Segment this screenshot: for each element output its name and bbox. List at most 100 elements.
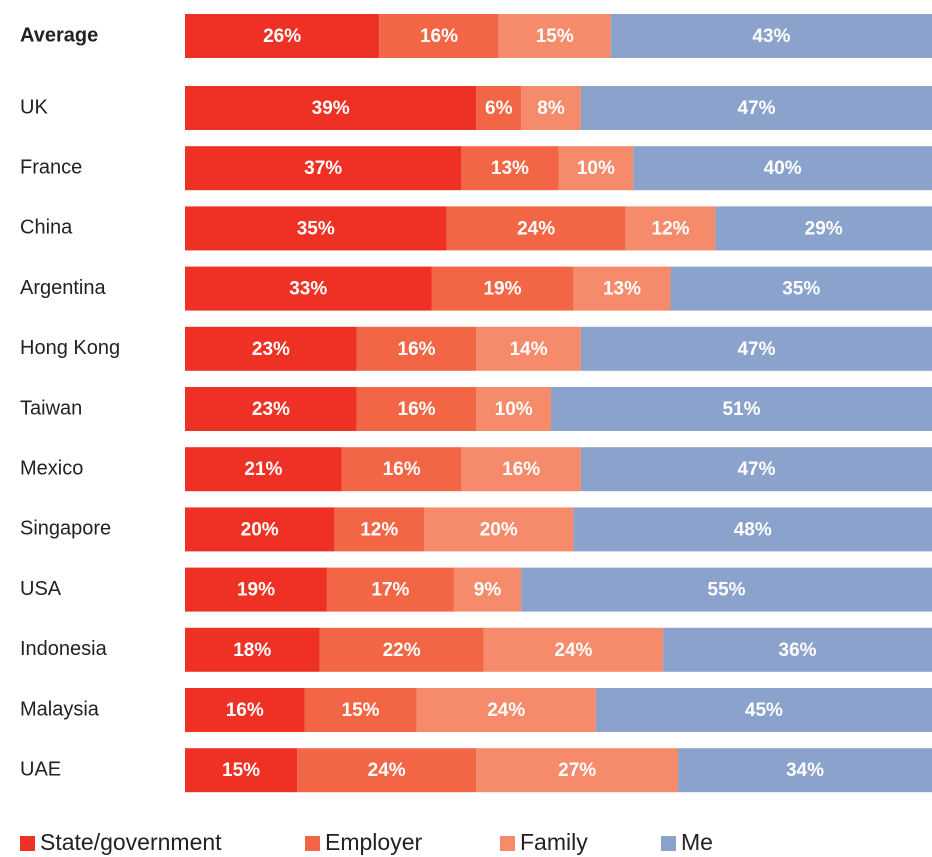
value-label: 16%: [502, 459, 540, 480]
bar-segment: [573, 507, 932, 552]
bar-segment: [670, 266, 932, 311]
value-label: 13%: [603, 279, 641, 300]
value-label: 40%: [764, 158, 802, 179]
value-label: 23%: [252, 339, 290, 360]
category-label: Singapore: [20, 518, 111, 540]
bar-segment: [663, 627, 932, 672]
bar-segment: [573, 266, 671, 311]
value-label: 35%: [297, 218, 335, 239]
category-label: Indonesia: [20, 638, 108, 660]
value-label: 47%: [737, 98, 775, 119]
bar-segment: [185, 146, 462, 191]
bar-segment: [580, 326, 932, 371]
value-label: 29%: [805, 218, 843, 239]
value-label: 17%: [371, 580, 409, 601]
bar-segment: [551, 387, 932, 431]
bar-segment: [185, 567, 327, 612]
category-label: Taiwan: [20, 397, 82, 419]
value-label: 27%: [558, 760, 596, 781]
bar-segment: [185, 86, 477, 130]
category-label: UAE: [20, 758, 61, 780]
value-label: 15%: [222, 760, 260, 781]
value-label: 24%: [517, 218, 555, 239]
bar-segment: [595, 688, 932, 732]
bar-segment: [633, 146, 932, 191]
legend-label: State/government: [40, 829, 222, 855]
value-label: 23%: [252, 399, 290, 420]
value-label: 16%: [398, 339, 436, 360]
value-label: 51%: [722, 399, 760, 420]
category-label: Average: [20, 24, 98, 46]
bar-segment: [610, 14, 932, 58]
bar-segment: [498, 14, 611, 58]
bar-segment: [334, 507, 425, 552]
bar-segment: [483, 627, 664, 672]
value-label: 37%: [304, 158, 342, 179]
bar-segment: [185, 507, 335, 552]
bar-segment: [580, 86, 932, 130]
bar-segment: [625, 206, 716, 251]
value-label: 26%: [263, 26, 301, 47]
bar-segment: [356, 326, 477, 371]
legend-swatch: [305, 836, 320, 851]
value-label: 9%: [474, 580, 502, 601]
value-label: 16%: [398, 399, 436, 420]
value-label: 15%: [536, 26, 574, 47]
category-label: China: [20, 217, 73, 239]
category-label: Malaysia: [20, 698, 100, 720]
bar-segment: [185, 266, 432, 311]
value-label: 19%: [237, 580, 275, 601]
legend-label: Me: [681, 829, 713, 855]
value-label: 18%: [233, 640, 271, 661]
bar-segment: [185, 688, 305, 732]
value-label: 16%: [226, 700, 264, 721]
value-label: 47%: [737, 459, 775, 480]
bar-segment: [341, 447, 462, 492]
value-label: 24%: [487, 700, 525, 721]
bar-segment: [185, 748, 298, 793]
value-label: 14%: [510, 339, 548, 360]
value-label: 20%: [241, 519, 279, 540]
bar-segment: [185, 326, 357, 371]
bar-segment: [461, 447, 581, 492]
legend-label: Employer: [325, 829, 422, 855]
category-label: Argentina: [20, 277, 106, 299]
value-label: 22%: [383, 640, 421, 661]
bar-segment: [356, 387, 477, 431]
bar-segment: [185, 447, 342, 492]
value-label: 36%: [779, 640, 817, 661]
bar-segment: [416, 688, 596, 732]
value-label: 47%: [737, 339, 775, 360]
bar-segment: [185, 14, 380, 58]
bar-segment: [558, 146, 634, 191]
category-label: Mexico: [20, 457, 83, 479]
category-label: UK: [20, 96, 48, 118]
category-label: Hong Kong: [20, 337, 120, 359]
value-label: 55%: [708, 580, 746, 601]
value-label: 10%: [495, 399, 533, 420]
value-label: 39%: [312, 98, 350, 119]
value-label: 10%: [577, 158, 615, 179]
value-label: 20%: [480, 519, 518, 540]
bar-segment: [476, 387, 552, 431]
value-label: 16%: [420, 26, 458, 47]
legend-label: Family: [520, 829, 588, 855]
bar-segment: [521, 86, 581, 130]
bar-segment: [431, 266, 574, 311]
value-label: 13%: [491, 158, 529, 179]
bar-segment: [580, 447, 932, 492]
value-label: 21%: [244, 459, 282, 480]
legend-swatch: [661, 836, 676, 851]
bar-segment: [715, 206, 932, 251]
bar-segment: [461, 146, 559, 191]
value-label: 12%: [652, 218, 690, 239]
value-label: 24%: [554, 640, 592, 661]
bar-segment: [476, 326, 581, 371]
bar-segment: [453, 567, 522, 612]
value-label: 8%: [537, 98, 565, 119]
bar-segment: [185, 206, 447, 251]
value-label: 24%: [368, 760, 406, 781]
legend-swatch: [20, 836, 35, 851]
bar-segment: [185, 627, 320, 672]
